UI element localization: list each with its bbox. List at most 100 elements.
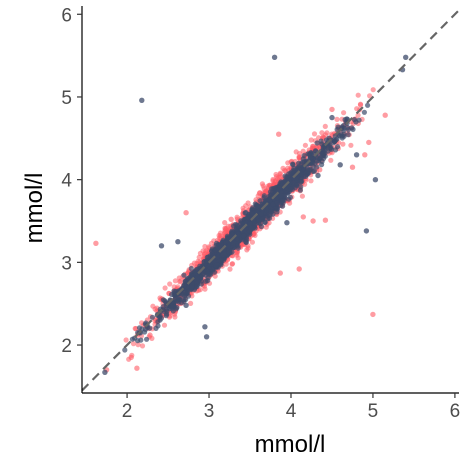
- data-point: [370, 311, 376, 318]
- data-point: [204, 257, 210, 264]
- data-point: [329, 114, 335, 121]
- data-point: [182, 288, 188, 294]
- data-point: [139, 343, 146, 349]
- y-tick-label: 3: [61, 253, 72, 274]
- data-point: [174, 304, 180, 311]
- data-point: [297, 187, 303, 193]
- data-point: [281, 167, 288, 174]
- data-point: [303, 173, 309, 179]
- data-point: [287, 194, 293, 200]
- data-point: [93, 240, 99, 246]
- data-point: [163, 313, 169, 319]
- data-point: [194, 274, 201, 280]
- data-point: [292, 185, 298, 191]
- data-point: [247, 221, 253, 227]
- data-point: [299, 178, 305, 184]
- data-point: [243, 239, 249, 245]
- data-point: [290, 168, 296, 174]
- data-point: [149, 314, 155, 320]
- x-tick-label: 6: [450, 401, 461, 422]
- data-point: [296, 266, 302, 272]
- data-point: [382, 112, 388, 118]
- data-point: [181, 272, 187, 278]
- data-point: [183, 302, 189, 308]
- data-point: [259, 181, 265, 187]
- data-point: [365, 102, 371, 108]
- data-point: [361, 109, 367, 115]
- data-point: [210, 267, 216, 273]
- data-point: [123, 337, 129, 343]
- data-point: [267, 189, 273, 195]
- data-point: [267, 212, 273, 218]
- data-point: [301, 153, 307, 159]
- data-point: [325, 148, 331, 154]
- data-point: [341, 110, 347, 116]
- data-point: [155, 323, 161, 329]
- data-point: [258, 223, 264, 230]
- data-point: [353, 152, 360, 158]
- data-point: [130, 341, 137, 347]
- y-tick-label: 6: [61, 5, 72, 26]
- series-1: [102, 54, 409, 375]
- data-point: [194, 283, 200, 289]
- data-point: [311, 131, 318, 137]
- data-point: [225, 243, 231, 249]
- data-point: [366, 139, 372, 146]
- data-point: [167, 281, 173, 287]
- data-point: [348, 142, 354, 148]
- data-point: [329, 106, 335, 113]
- data-point: [356, 117, 362, 123]
- data-point: [274, 200, 280, 206]
- data-point: [205, 278, 211, 284]
- data-point: [161, 322, 168, 328]
- data-point: [345, 127, 351, 133]
- data-point: [363, 228, 370, 234]
- data-point: [197, 250, 203, 256]
- data-point: [372, 177, 379, 183]
- data-point: [311, 168, 317, 174]
- data-point: [164, 308, 170, 314]
- data-point: [138, 337, 144, 343]
- data-point: [188, 265, 194, 272]
- data-point: [158, 243, 165, 249]
- data-point: [321, 155, 327, 162]
- data-point: [223, 261, 229, 267]
- data-point: [296, 154, 302, 160]
- data-point: [290, 162, 296, 168]
- data-point: [262, 219, 268, 225]
- data-point: [205, 270, 211, 276]
- data-point: [162, 285, 168, 291]
- data-point: [250, 205, 256, 211]
- data-point: [128, 354, 134, 361]
- axes-layer: 2 3 4 5 6 2 3 4 5 6: [61, 5, 460, 422]
- data-point: [175, 297, 181, 303]
- data-point: [255, 193, 261, 199]
- data-point: [234, 222, 240, 228]
- data-point: [196, 254, 202, 260]
- data-point: [319, 162, 325, 168]
- data-point: [254, 209, 260, 215]
- data-point: [202, 243, 208, 250]
- data-point: [276, 131, 282, 137]
- data-point: [328, 157, 334, 163]
- data-point: [221, 252, 227, 258]
- data-point: [370, 87, 376, 93]
- data-point: [241, 233, 247, 239]
- data-point: [135, 342, 141, 348]
- data-point: [273, 174, 280, 180]
- data-point: [315, 172, 321, 179]
- data-point: [245, 200, 251, 206]
- data-point: [263, 224, 269, 230]
- data-point: [253, 197, 259, 203]
- data-point: [122, 347, 128, 353]
- data-point: [203, 334, 210, 340]
- data-point: [213, 263, 219, 269]
- x-axis-title: mmol/l: [255, 431, 326, 458]
- data-point: [226, 250, 232, 256]
- data-point: [310, 164, 316, 170]
- data-point: [334, 116, 340, 122]
- data-point: [340, 141, 346, 147]
- data-point: [225, 223, 231, 229]
